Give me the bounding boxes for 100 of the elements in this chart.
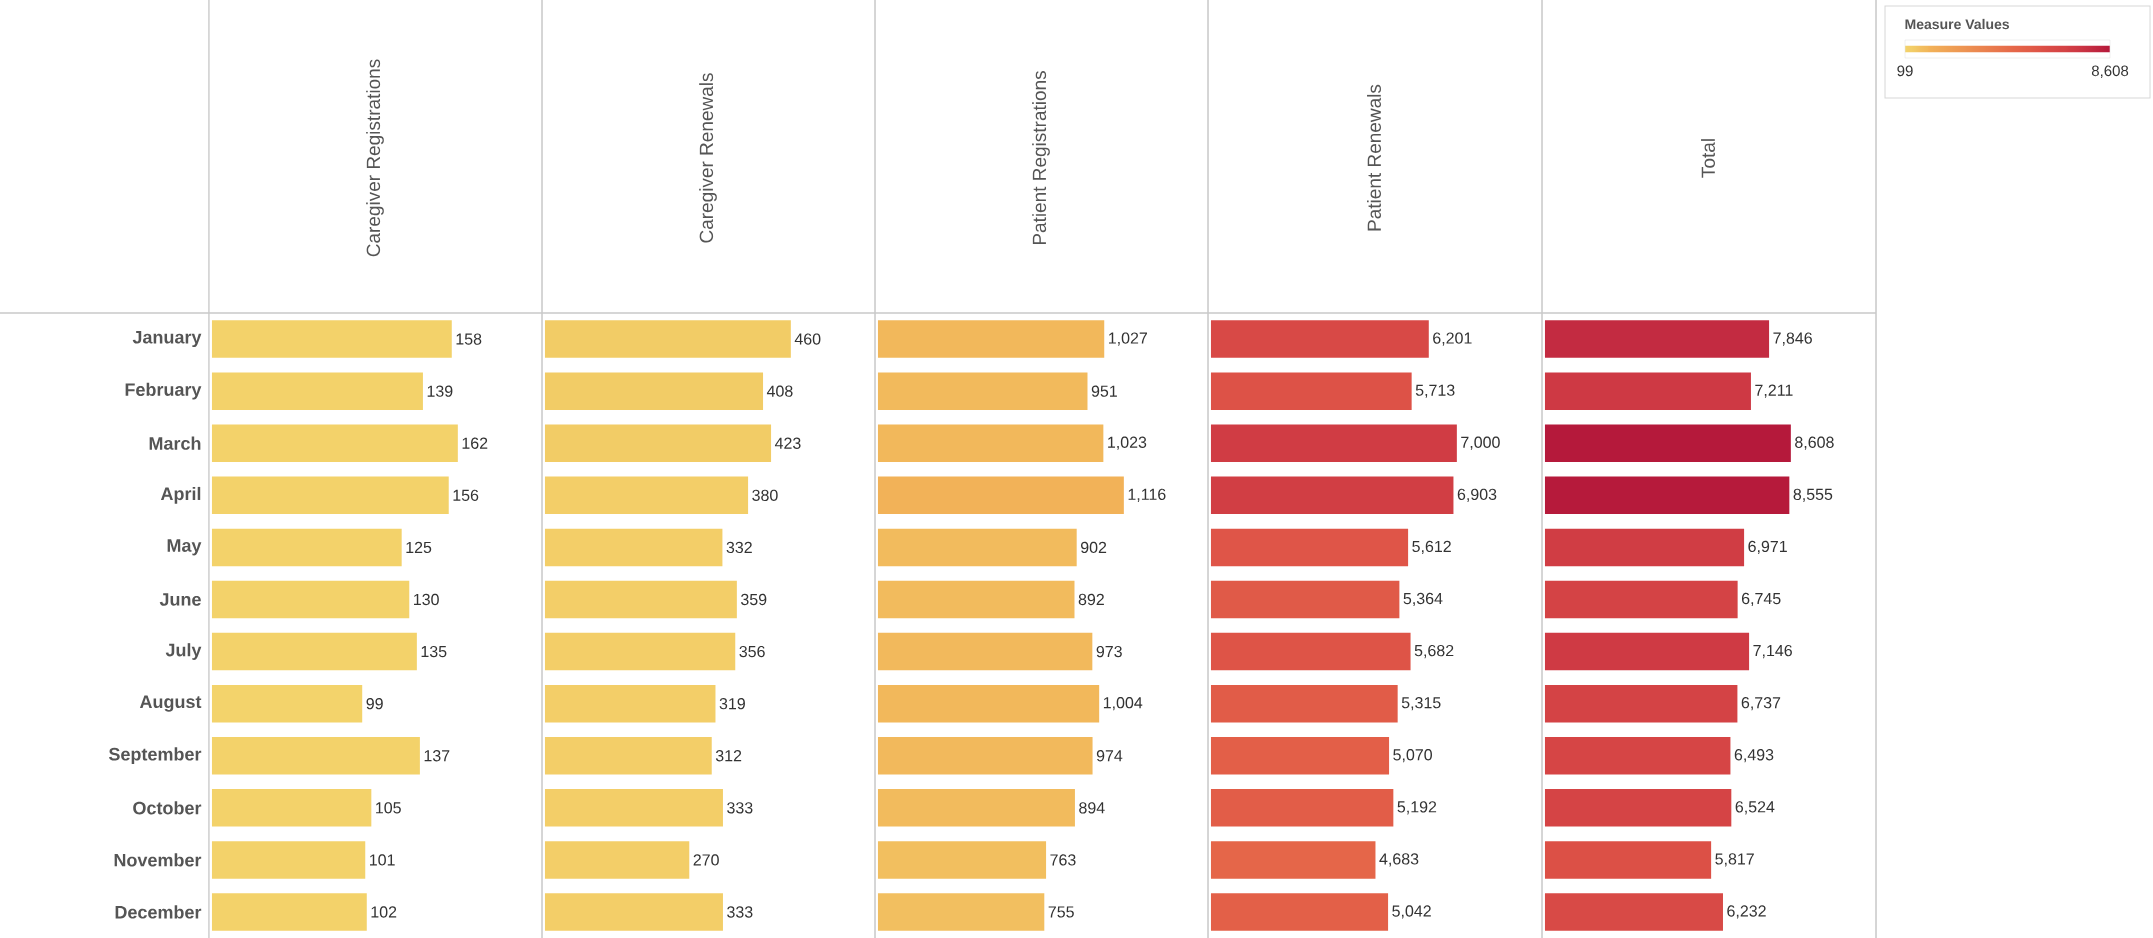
- y-tick-label: September: [108, 747, 202, 765]
- data-label: 333: [727, 906, 753, 918]
- bar: [1544, 684, 1738, 723]
- data-label: 6,232: [1727, 905, 1766, 919]
- data-label: 408: [766, 385, 793, 397]
- data-label: 951: [1091, 385, 1117, 397]
- y-tick-label: February: [125, 382, 202, 400]
- data-label: 6,971: [1748, 540, 1787, 554]
- bar: [211, 841, 366, 879]
- data-label: 7,000: [1461, 436, 1500, 450]
- bar: [877, 580, 1075, 619]
- bar: [877, 736, 1093, 775]
- bar: [211, 320, 452, 358]
- bar: [211, 528, 402, 567]
- bar: [877, 476, 1124, 515]
- data-label: 5,713: [1415, 384, 1455, 398]
- data-label: 892: [1078, 593, 1104, 606]
- data-label: 6,745: [1741, 592, 1781, 607]
- bar: [1544, 320, 1770, 358]
- data-label: 902: [1080, 541, 1107, 554]
- data-label: 974: [1096, 750, 1123, 762]
- data-label: 139: [427, 385, 453, 397]
- data-label: 7,146: [1753, 644, 1792, 659]
- bar: [877, 841, 1047, 879]
- data-label: 1,027: [1109, 332, 1147, 346]
- bar: [211, 684, 363, 723]
- bar: [544, 684, 716, 723]
- data-label: 7,846: [1773, 332, 1812, 346]
- bar: [1544, 372, 1751, 410]
- bar: [1544, 893, 1723, 931]
- bar: [211, 476, 449, 515]
- data-label: 99: [366, 697, 383, 710]
- data-label: 6,201: [1433, 332, 1472, 346]
- bar: [877, 632, 1093, 671]
- data-label: 312: [715, 750, 742, 762]
- data-label: 5,315: [1401, 697, 1441, 711]
- data-label: 105: [376, 802, 401, 814]
- bar: [1210, 528, 1409, 567]
- data-label: 5,070: [1393, 749, 1432, 763]
- bar: [1210, 841, 1376, 879]
- data-label: 101: [370, 854, 395, 866]
- bar: [544, 736, 712, 775]
- y-tick-label: July: [165, 643, 202, 660]
- data-label: 894: [1079, 802, 1105, 814]
- data-label: 125: [406, 541, 432, 554]
- bar: [1210, 736, 1390, 775]
- data-label: 137: [424, 750, 450, 762]
- color-bar-label: 99: [1897, 65, 1913, 77]
- data-label: 5,817: [1715, 853, 1754, 867]
- bar: [1210, 372, 1412, 410]
- data-label: 380: [752, 489, 778, 501]
- y-tick-label: November: [114, 853, 202, 867]
- data-label: 5,682: [1414, 644, 1454, 659]
- data-label: 6,493: [1734, 749, 1774, 763]
- data-label: 8,555: [1793, 488, 1833, 502]
- bar: [211, 424, 458, 462]
- bar: [1544, 476, 1790, 515]
- bar: [211, 372, 423, 410]
- color-bar-label: 8,608: [2091, 65, 2129, 78]
- bar: [877, 528, 1077, 567]
- data-label: 6,903: [1457, 488, 1497, 502]
- bar: [877, 789, 1075, 827]
- data-label: 158: [456, 333, 482, 345]
- chart-title: Patient Registrations: [1032, 71, 1050, 245]
- bar: [1210, 424, 1457, 462]
- data-label: 5,192: [1397, 801, 1437, 815]
- data-label: 1,004: [1103, 697, 1143, 711]
- bar: [544, 893, 723, 931]
- data-label: 423: [774, 437, 801, 449]
- y-tick-label: April: [160, 486, 201, 504]
- bar: [1544, 841, 1712, 879]
- y-tick-label: May: [167, 539, 202, 556]
- bar: [1210, 632, 1411, 671]
- y-tick-label: January: [132, 330, 202, 348]
- color-bar-title: Measure Values: [1905, 18, 2010, 30]
- data-label: 333: [727, 802, 753, 814]
- y-tick-label: August: [139, 695, 202, 712]
- data-label: 5,612: [1412, 540, 1451, 554]
- data-label: 5,364: [1403, 592, 1443, 607]
- bar: [211, 789, 372, 827]
- data-label: 1,023: [1108, 436, 1147, 450]
- bar: [1210, 893, 1389, 931]
- bar: [544, 789, 723, 827]
- bar: [1544, 580, 1738, 619]
- bar: [877, 320, 1105, 358]
- data-label: 1,116: [1128, 488, 1166, 502]
- bar: [1544, 736, 1731, 775]
- data-label: 5,042: [1392, 905, 1431, 919]
- bar: [544, 841, 690, 879]
- bar: [211, 736, 420, 775]
- data-label: 332: [726, 541, 752, 554]
- bar: [877, 372, 1088, 410]
- bar: [211, 580, 410, 619]
- y-tick-label: March: [149, 436, 201, 450]
- y-tick-label: October: [133, 801, 202, 815]
- bar: [211, 893, 367, 931]
- bar: [1210, 789, 1394, 827]
- data-label: 102: [371, 906, 397, 918]
- bar: [1210, 476, 1454, 515]
- chart-title: Total: [1701, 139, 1715, 178]
